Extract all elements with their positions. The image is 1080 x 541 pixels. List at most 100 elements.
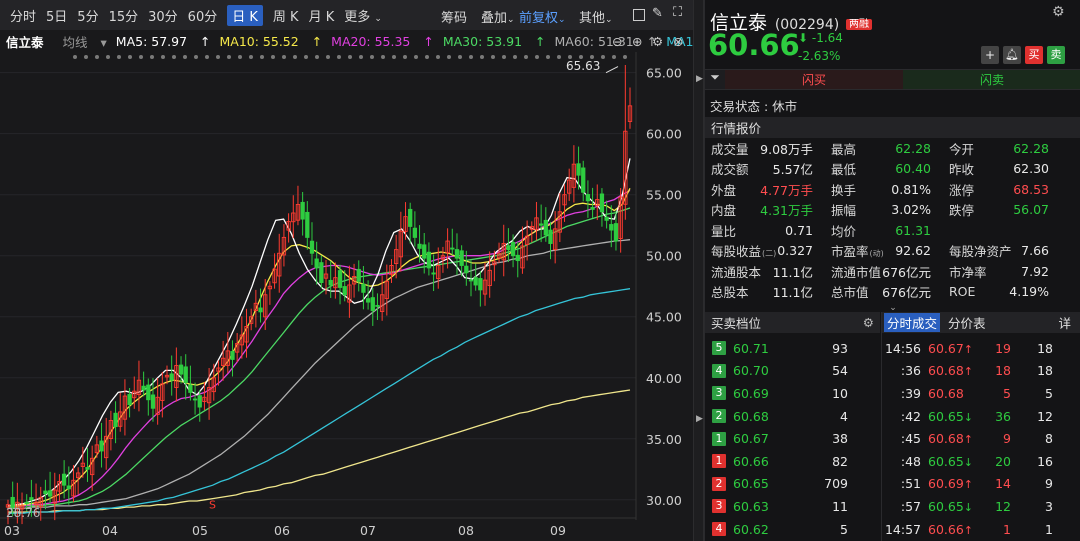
quote-value: 0.71 [785, 222, 813, 238]
flash-sell-button[interactable]: 闪卖 [903, 70, 1080, 89]
overlay-dropdown[interactable]: 叠加⌄ [481, 7, 515, 26]
gear-icon[interactable]: ⚙ [652, 33, 664, 49]
ticks-header: 分时成交 分价表 详 [882, 312, 1080, 333]
gear-icon[interactable]: ⚙ [1052, 4, 1065, 20]
grid-icon[interactable] [633, 9, 645, 21]
quote-header: 行情报价 [705, 117, 1080, 138]
candle-body [24, 501, 29, 504]
level-volume: 93 [832, 340, 848, 356]
event-marker-dot [183, 55, 187, 59]
other-dropdown[interactable]: 其他⌄ [579, 7, 613, 26]
quote-label: 内盘 [711, 203, 737, 219]
tick-time: 14:57 [884, 521, 921, 537]
y-tick-label: 45.00 [646, 310, 682, 325]
candle-body [19, 505, 25, 510]
last-price: 60.66 [708, 28, 800, 62]
candle-body [258, 307, 263, 313]
event-marker-dot [139, 55, 143, 59]
tab-time-sales[interactable]: 分时成交 [884, 313, 941, 332]
fullscreen-icon[interactable]: ⛶ [673, 5, 683, 20]
ask-level[interactable]: 3 60.69 10 [705, 382, 880, 405]
period-tab[interactable]: 周 K [272, 9, 299, 25]
period-tab[interactable]: 60分 [187, 9, 218, 25]
tick-row: :42 60.65↓ 36 12 [882, 405, 1080, 428]
quote-row: 每股收益 (二) 0.327 市盈率 (动) 92.62 每股净资产 7.66 [705, 241, 1080, 262]
line-type-dropdown[interactable]: 均线 ▾ [62, 34, 107, 50]
level-price: 60.68 [733, 408, 769, 424]
chart-panel: 分时 5日 5分 15分 30分 60分 日 K 周 K 月 K 更多 ⌄ 筹码… [0, 0, 714, 541]
tab-price-table[interactable]: 分价表 [948, 316, 986, 331]
bid-level[interactable]: 1 60.66 82 [705, 450, 880, 473]
ask-level[interactable]: 2 60.68 4 [705, 405, 880, 428]
collapse-handle[interactable]: ▶ ▶ [693, 0, 704, 541]
tick-time: :36 [900, 363, 921, 379]
period-tab-active[interactable]: 日 K [227, 4, 263, 26]
adjust-dropdown[interactable]: 前复权⌄ [519, 7, 566, 26]
event-marker-dot [447, 55, 451, 59]
candle-body [33, 501, 39, 506]
pen-icon[interactable]: ✎ [652, 6, 663, 21]
detail-button[interactable]: 详 [1058, 316, 1071, 331]
adjust-label: 前复权 [519, 11, 559, 26]
tick-row: :57 60.65↓ 12 3 [882, 495, 1080, 518]
event-marker-dot [546, 55, 550, 59]
chip-button[interactable]: 筹码 [441, 11, 468, 26]
level-badge: 2 [712, 409, 726, 424]
ma-legend: 信立泰 均线 ▾ MA5: 57.97 ↑ MA10: 55.52 ↑ MA20… [0, 30, 714, 52]
ask-level[interactable]: 5 60.71 93 [705, 337, 880, 360]
candle-body [557, 211, 562, 233]
ma-line-ma10 [8, 188, 631, 507]
bell-icon[interactable]: 🔔︎ [1003, 46, 1021, 64]
gear-icon[interactable]: ⚙ [862, 315, 874, 330]
candle-body [501, 243, 506, 261]
level-volume: 11 [832, 498, 848, 514]
other-label: 其他 [579, 11, 606, 26]
period-tab[interactable]: 分时 [10, 9, 37, 25]
add-watchlist-icon[interactable]: + [981, 46, 999, 64]
ask-level[interactable]: 1 60.67 38 [705, 427, 880, 450]
close-circle-icon[interactable]: ⊗ [673, 33, 684, 49]
period-tab[interactable]: 30分 [148, 9, 178, 25]
bid-level[interactable]: 3 60.63 11 [705, 495, 880, 518]
collapse-icon[interactable]: ⏷ [705, 70, 725, 89]
period-tab[interactable]: 月 K [308, 9, 335, 25]
buy-button[interactable]: 买 [1025, 46, 1043, 64]
period-tab[interactable]: 15分 [108, 9, 139, 25]
quote-value: 3.02% [891, 202, 931, 218]
minus-circle-icon[interactable]: ⊖ [612, 33, 623, 49]
tick-count: 12 [1037, 408, 1053, 424]
flash-buy-button[interactable]: 闪买 [725, 70, 903, 89]
sell-button[interactable]: 卖 [1047, 46, 1065, 64]
bid-level[interactable]: 2 60.65 709 [705, 473, 880, 496]
level-price: 60.63 [733, 498, 769, 514]
candle-body [277, 252, 282, 277]
candle-body [267, 285, 273, 290]
event-marker-dot [337, 55, 341, 59]
period-tab[interactable]: 5分 [77, 9, 99, 25]
quote-value: 60.40 [895, 161, 931, 177]
candle-body [384, 280, 389, 299]
candle-body [450, 247, 455, 250]
tick-count: 18 [1037, 363, 1053, 379]
chevron-down-icon[interactable]: ⌄ [889, 303, 897, 313]
candle-body [534, 217, 539, 231]
quote-row: 内盘 4.31万手 振幅 3.02% 跌停 56.07 [705, 200, 1080, 221]
stock-name-label: 信立泰 [6, 34, 44, 50]
event-marker-dot [513, 55, 517, 59]
event-marker-dot [282, 55, 286, 59]
event-marker-dot [458, 55, 462, 59]
candle-body [351, 276, 357, 285]
more-dropdown[interactable]: 更多 ⌄ [344, 6, 382, 25]
candle-body [492, 261, 497, 266]
quote-value: 56.07 [1013, 202, 1049, 218]
plus-circle-icon[interactable]: ⊕ [632, 33, 643, 49]
ask-level[interactable]: 4 60.70 54 [705, 360, 880, 383]
candlestick-chart[interactable]: 65.00 60.00 55.00 50.00 45.00 40.00 35.00 30.00… [0, 52, 693, 541]
level-badge: 3 [712, 499, 726, 514]
candle-body [422, 244, 427, 259]
event-marker-dot [194, 55, 198, 59]
candle-body [431, 272, 436, 275]
period-tab[interactable]: 5日 [46, 9, 68, 25]
candle-body [202, 396, 207, 402]
bid-level[interactable]: 4 60.62 5 [705, 518, 880, 541]
